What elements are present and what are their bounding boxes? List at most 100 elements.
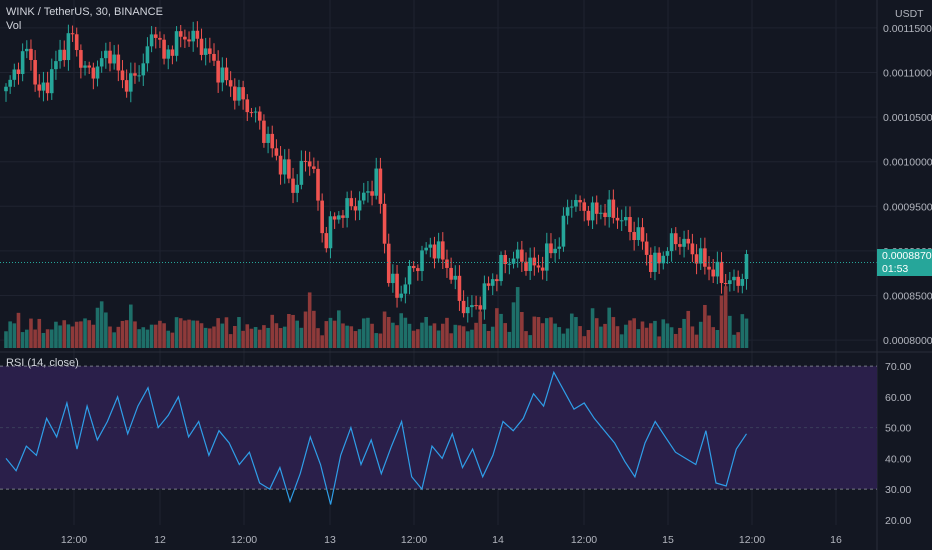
volume-bar — [129, 304, 133, 348]
symbol-legend: WINK / TetherUS, 30, BINANCE — [6, 6, 163, 18]
rsi-tick-label: 50.00 — [885, 423, 911, 435]
x-tick-label: 12:00 — [739, 534, 765, 546]
volume-bar — [332, 320, 337, 348]
volume-bar — [195, 320, 200, 348]
volume-bar — [686, 310, 691, 348]
candle-body — [574, 200, 578, 207]
candle-body — [744, 254, 749, 280]
candle-body — [303, 160, 308, 162]
volume-bar — [482, 323, 487, 348]
candle-body — [536, 265, 541, 268]
candle-body — [441, 241, 445, 260]
volume-bar — [145, 329, 150, 348]
volume-bar — [603, 323, 607, 348]
candle-body — [245, 99, 250, 113]
volume-bar — [345, 325, 349, 348]
volume-bar — [79, 321, 83, 348]
volume-bar — [453, 324, 458, 348]
volume-bar — [436, 330, 441, 348]
volume-bar — [649, 323, 653, 348]
candle-body — [212, 53, 216, 61]
volume-bar — [233, 325, 237, 348]
candle-body — [33, 60, 37, 85]
candle-body — [644, 241, 649, 255]
candle-body — [465, 307, 470, 314]
volume-bar — [262, 325, 266, 348]
candle-body — [611, 199, 616, 218]
candle-body — [12, 69, 17, 80]
volume-bar — [41, 332, 46, 348]
volume-bar — [619, 334, 624, 348]
volume-bar — [690, 326, 695, 348]
candle-body — [145, 46, 150, 64]
volume-bar — [636, 329, 641, 348]
volume-bar — [253, 327, 258, 348]
candle-body — [461, 300, 466, 314]
candle-body — [549, 243, 553, 254]
candle-body — [732, 276, 736, 281]
volume-bar — [378, 333, 383, 348]
volume-bar — [536, 317, 541, 348]
volume-bar — [366, 317, 370, 348]
last-price-tag: 0.0008870 — [877, 249, 932, 263]
candle-body — [399, 293, 403, 298]
candle-body — [594, 202, 599, 214]
volume-bar — [8, 321, 12, 348]
candle-body — [649, 254, 653, 272]
volume-bar — [632, 318, 636, 348]
volume-bar — [257, 329, 262, 348]
candle-body — [220, 67, 225, 83]
candle-body — [137, 75, 141, 77]
volume-bar — [520, 312, 524, 348]
volume-bar — [395, 325, 399, 348]
y-tick-label: 0.0009500 — [883, 201, 932, 213]
volume-bar — [507, 331, 512, 348]
candle-body — [553, 248, 557, 254]
candle-body — [432, 244, 437, 259]
candle-body — [511, 258, 516, 264]
volume-bar — [295, 320, 299, 348]
volume-bar — [353, 331, 358, 348]
volume-bar — [303, 311, 308, 348]
volume-bar — [203, 327, 208, 348]
volume-bar — [503, 323, 507, 348]
candle-body — [420, 250, 424, 272]
candle-body — [424, 247, 428, 251]
volume-bar — [320, 335, 324, 348]
candle-body — [707, 266, 711, 270]
candle-body — [428, 244, 433, 248]
volume-bar — [149, 324, 154, 348]
volume-bar — [657, 336, 661, 348]
volume-bar — [549, 317, 553, 348]
volume-bar — [586, 330, 591, 348]
volume-bar — [166, 330, 171, 348]
volume-bar — [420, 322, 424, 348]
candle-body — [274, 148, 279, 156]
candle-body — [199, 38, 204, 55]
candle-body — [561, 215, 566, 247]
volume-bar — [307, 292, 312, 348]
volume-bar — [403, 317, 408, 348]
candle-body — [153, 34, 158, 38]
candle-body — [353, 206, 358, 211]
candle-body — [694, 254, 699, 264]
candle-body — [478, 305, 483, 310]
candle-body — [320, 200, 324, 234]
volume-bar — [486, 330, 491, 348]
candle-body — [686, 238, 691, 244]
candle-body — [515, 249, 520, 259]
volume-bar — [678, 327, 682, 348]
volume-bar — [653, 320, 657, 348]
candle-body — [378, 168, 383, 204]
candle-body — [224, 67, 229, 81]
volume-bar — [266, 327, 270, 348]
candle-body — [682, 238, 686, 247]
candle-body — [416, 268, 420, 272]
candle-body — [524, 261, 528, 271]
candle-body — [253, 111, 258, 113]
volume-bar — [104, 312, 108, 348]
volume-bar — [723, 286, 728, 348]
volume-bar — [361, 318, 366, 348]
candle-body — [657, 252, 661, 264]
